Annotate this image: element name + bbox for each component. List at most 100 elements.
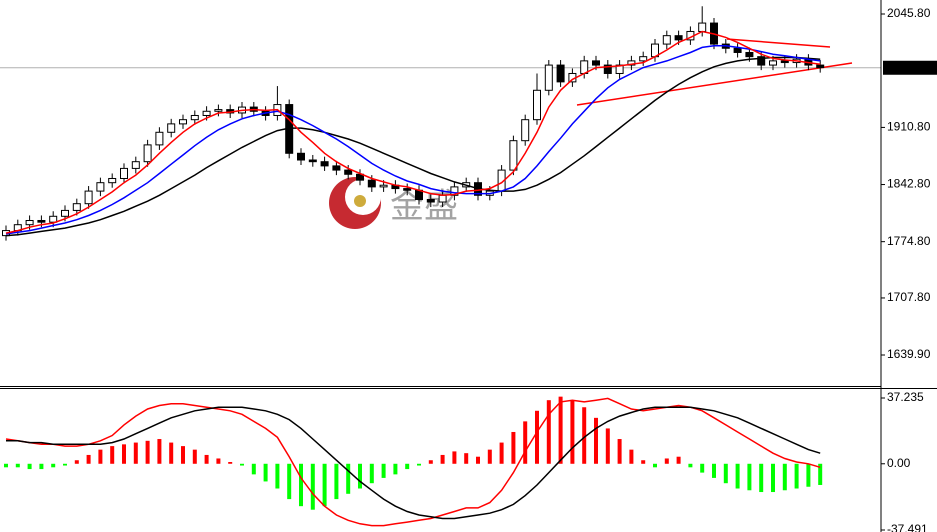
candle-body bbox=[544, 64, 553, 91]
candle-body bbox=[120, 167, 128, 179]
histogram-bar bbox=[452, 451, 457, 464]
histogram-bar bbox=[782, 463, 787, 491]
moving-average-line bbox=[5, 45, 821, 235]
y-tick-label: 1707.80 bbox=[887, 290, 931, 304]
y-tick-label: -37.491 bbox=[887, 522, 928, 532]
histogram-bar bbox=[546, 400, 551, 464]
histogram-bar bbox=[723, 463, 728, 484]
histogram-bar bbox=[653, 463, 657, 468]
histogram-bar bbox=[594, 417, 598, 464]
histogram-bar bbox=[700, 463, 705, 473]
candle-body bbox=[308, 159, 317, 163]
y-tick-label: 2045.80 bbox=[887, 6, 931, 20]
candle-body bbox=[49, 215, 58, 223]
histogram-bar bbox=[558, 396, 563, 464]
histogram-bar bbox=[98, 449, 103, 464]
trend-line bbox=[726, 38, 831, 48]
histogram-bar bbox=[4, 463, 8, 468]
candle-body bbox=[674, 35, 683, 41]
candle-body bbox=[780, 60, 789, 64]
histogram-bar bbox=[440, 454, 445, 464]
candle-body bbox=[438, 194, 447, 203]
histogram-bar bbox=[405, 463, 410, 470]
candle-body bbox=[297, 152, 305, 161]
candle-body bbox=[61, 209, 69, 217]
macd-line bbox=[5, 397, 821, 527]
candle-body bbox=[84, 190, 93, 205]
candle-body bbox=[214, 109, 223, 112]
histogram-bar bbox=[63, 463, 67, 466]
candle-body bbox=[143, 144, 152, 163]
candle-body bbox=[816, 64, 825, 69]
histogram-bar bbox=[334, 463, 339, 500]
histogram-bar bbox=[169, 442, 174, 464]
candle-body bbox=[450, 186, 459, 196]
candle-body bbox=[108, 177, 117, 184]
macd-line bbox=[6, 406, 821, 520]
histogram-bar bbox=[251, 463, 256, 475]
histogram-bar bbox=[369, 463, 374, 484]
histogram-bar bbox=[228, 462, 233, 464]
histogram-bar bbox=[641, 460, 646, 464]
histogram-bar bbox=[794, 463, 799, 489]
candle-body bbox=[733, 47, 742, 53]
histogram-bar bbox=[39, 463, 44, 470]
candle-body bbox=[426, 198, 435, 203]
candle-body bbox=[155, 131, 164, 146]
candle-body bbox=[379, 184, 388, 188]
histogram-bar bbox=[393, 463, 398, 475]
histogram-bar bbox=[771, 463, 775, 493]
candle-body bbox=[639, 56, 648, 62]
candle-body bbox=[662, 35, 671, 45]
histogram-bar bbox=[15, 463, 20, 468]
histogram-bar bbox=[523, 421, 528, 464]
histogram-bar bbox=[676, 456, 681, 464]
histogram-bar bbox=[511, 431, 516, 464]
histogram-bar bbox=[74, 460, 79, 464]
y-tick-label: 1842.80 bbox=[887, 177, 931, 191]
histogram-bar bbox=[582, 407, 587, 464]
candle-body bbox=[190, 114, 199, 121]
histogram-bar bbox=[204, 454, 209, 464]
histogram-bar bbox=[617, 439, 622, 464]
trend-line bbox=[576, 62, 853, 106]
candle-body bbox=[167, 123, 176, 133]
histogram-bar bbox=[806, 463, 811, 487]
watermark: 金盛 bbox=[329, 177, 458, 229]
histogram-bar bbox=[499, 442, 504, 464]
histogram-bar bbox=[322, 463, 327, 507]
histogram-bar bbox=[216, 458, 221, 464]
y-tick-label: 37.235 bbox=[887, 390, 924, 404]
candle-body bbox=[533, 89, 541, 121]
histogram-bar bbox=[747, 463, 752, 491]
histogram-bar bbox=[310, 463, 315, 510]
candle-body bbox=[603, 64, 612, 74]
candle-body bbox=[344, 169, 353, 175]
histogram-bar bbox=[110, 446, 115, 464]
moving-average-line bbox=[5, 56, 821, 237]
candle-body bbox=[131, 161, 140, 169]
candle-body bbox=[556, 64, 565, 83]
histogram-bar bbox=[122, 444, 126, 464]
histogram-bar bbox=[487, 449, 492, 464]
histogram-bar bbox=[27, 463, 32, 470]
candle-body bbox=[25, 219, 34, 226]
candle-body bbox=[509, 140, 518, 171]
candle-body bbox=[37, 219, 46, 223]
histogram-bar bbox=[535, 410, 539, 464]
candle-body bbox=[367, 179, 376, 188]
histogram-bar bbox=[381, 463, 386, 478]
histogram-bar bbox=[240, 463, 244, 466]
histogram-bar bbox=[735, 463, 740, 489]
histogram-bar bbox=[570, 400, 575, 464]
y-tick-label: 0.00 bbox=[887, 456, 911, 470]
candle-body bbox=[521, 119, 530, 142]
moving-average-line bbox=[5, 30, 821, 234]
histogram-bar bbox=[358, 463, 362, 489]
last-price-label: 1981.81 bbox=[886, 60, 930, 74]
candle-body bbox=[72, 203, 81, 211]
histogram-bar bbox=[51, 463, 56, 468]
watermark-logo-dot bbox=[354, 195, 366, 207]
